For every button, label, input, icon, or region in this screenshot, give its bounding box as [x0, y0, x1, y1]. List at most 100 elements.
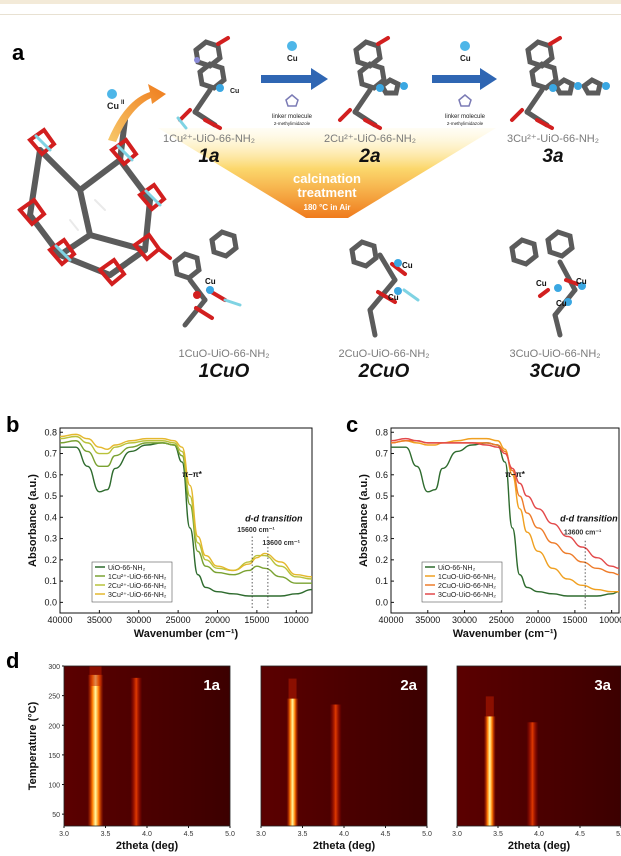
- linker-sublabel-2: 2-methylimidazole: [447, 121, 484, 126]
- oxide-code-2cuo: 2CuO: [358, 361, 410, 382]
- step-ion-label-2: Cu: [460, 54, 471, 63]
- series-line-c-0: [391, 442, 620, 597]
- x-tick-label-c: 35000: [415, 615, 440, 625]
- y-axis-label-d: Temperature (°C): [27, 701, 39, 790]
- x-tick-label-d: 3.5: [101, 831, 111, 838]
- linker-sublabel-1: 2-methylimidazole: [274, 121, 311, 126]
- x-tick-label-d: 5.0: [225, 831, 235, 838]
- x-tick-label-d: 4.5: [184, 831, 194, 838]
- y-tick-label-c: 0.1: [375, 576, 388, 586]
- structure-label-1a: 1Cu²⁺-UiO-66-NH₂: [163, 133, 255, 145]
- x-tick-label-d: 3.0: [256, 831, 266, 838]
- cu-label-3cuo-c: Cu: [556, 299, 567, 308]
- x-tick-label-d: 3.0: [452, 831, 462, 838]
- y-tick-label-c: 0.8: [375, 427, 388, 437]
- series-line-b-0: [60, 442, 313, 597]
- x-tick-label-b: 30000: [126, 615, 151, 625]
- linker-label-1: linker molecule: [272, 114, 313, 120]
- peak2-band: [329, 704, 342, 826]
- y-tick-label-c: 0.3: [375, 534, 388, 544]
- x-tick-label-b: 25000: [166, 615, 191, 625]
- y-tick-label-b: 0.0: [44, 597, 57, 607]
- peak1-band: [87, 674, 104, 826]
- heatmap-1a: 1a 3.0 3.5 4.0 4.5 5.0 2theta (deg) 50 100 150 200…: [27, 664, 235, 852]
- legend-entry: 3CuO-UiO-66-NH₂: [438, 592, 496, 599]
- series-line-c-3: [390, 437, 620, 570]
- y-tick-label-b: 0.1: [44, 576, 57, 586]
- dd-annotation-c: d-d transition: [560, 514, 618, 524]
- x-tick-label-d: 4.0: [142, 831, 152, 838]
- y-tick-label-d: 100: [48, 783, 60, 790]
- structure-1cuo-model: [158, 229, 242, 328]
- cu-ii-label-1a: Cu: [230, 88, 239, 95]
- heatmap-2a: 2a 3.0 3.5 4.0 4.5 5.0 2theta (deg): [256, 665, 432, 852]
- heatmap-tag: 2a: [400, 677, 417, 694]
- peak1-band: [286, 698, 299, 826]
- y-tick-label-c: 0.7: [375, 449, 388, 459]
- linker-icon-1: [285, 94, 299, 107]
- structure-2cuo-model: [349, 239, 420, 338]
- top-rule: [0, 14, 621, 15]
- calcination-funnel: [158, 128, 496, 218]
- calcination-line1: calcination: [293, 171, 361, 186]
- x-axis-label-d: 2theta (deg): [313, 840, 376, 852]
- x-tick-label-b: 40000: [47, 615, 72, 625]
- y-tick-label-d: 300: [48, 664, 60, 671]
- x-tick-label-b: 15000: [244, 615, 269, 625]
- dd-annotation-b: d-d transition: [245, 514, 303, 524]
- x-axis-label-d: 2theta (deg): [116, 840, 179, 852]
- x-tick-label-d: 4.0: [534, 831, 544, 838]
- y-tick-label-b: 0.3: [44, 534, 57, 544]
- legend-entry: 1CuO-UiO-66-NH₂: [438, 574, 496, 581]
- x-tick-label-d: 5.0: [616, 831, 621, 838]
- x-tick-label-c: 20000: [526, 615, 551, 625]
- cu-ion-sphere-2: [287, 41, 297, 51]
- blue-arrow-1: [261, 68, 328, 90]
- cu-label-3cuo-b: Cu: [536, 279, 547, 288]
- x-tick-label-c: 25000: [489, 615, 514, 625]
- x-axis-label-d: 2theta (deg): [508, 840, 571, 852]
- y-tick-label-b: 0.4: [44, 512, 57, 522]
- cu-ion-label: Cu: [107, 101, 119, 111]
- y-tick-label-b: 0.5: [44, 491, 57, 501]
- pi-annotation-b: π–π*: [182, 470, 203, 479]
- y-tick-label-b: 0.8: [44, 427, 57, 437]
- oxide-label-1cuo: 1CuO-UiO-66-NH₂: [178, 348, 269, 360]
- peak-annotation-c: 13600 cm⁻¹: [564, 529, 602, 536]
- legend-entry: 2Cu²⁺-UiO-66-NH₂: [108, 583, 167, 590]
- y-tick-label-d: 250: [48, 694, 60, 701]
- pi-annotation-c: π–π*: [505, 470, 526, 479]
- x-tick-label-d: 4.5: [575, 831, 585, 838]
- x-tick-label-d: 3.5: [298, 831, 308, 838]
- vt-xrd-heatmaps-d: 1a 3.0 3.5 4.0 4.5 5.0 2theta (deg) 50 100 150 200…: [27, 664, 621, 852]
- structure-3a-model: [510, 36, 610, 130]
- cu-label-2cuo-a: Cu: [402, 261, 413, 270]
- legend-entry: 3Cu²⁺-UiO-66-NH₂: [108, 592, 167, 599]
- peak2-band: [130, 677, 143, 826]
- peak2-annotation-b: 13600 cm⁻¹: [262, 540, 300, 547]
- legend-entry: 2CuO-UiO-66-NH₂: [438, 583, 496, 590]
- structure-3cuo-model: [509, 229, 586, 338]
- y-tick-label-d: 150: [48, 753, 60, 760]
- calcination-line2: treatment: [297, 185, 357, 200]
- y-axis-label-c: Absorbance (a.u.): [358, 474, 370, 567]
- x-tick-label-c: 10000: [599, 615, 621, 625]
- series-line-c-1: [390, 437, 619, 593]
- structure-code-1a: 1a: [198, 146, 220, 167]
- legend-entry: 1Cu²⁺-UiO-66-NH₂: [108, 574, 167, 581]
- series-line-b-2: [59, 435, 313, 580]
- peak1-fade: [89, 666, 102, 686]
- x-axis-label-b: Wavenumber (cm⁻¹): [134, 628, 239, 640]
- structure-code-2a: 2a: [358, 146, 381, 167]
- plot-frame-c: [390, 427, 620, 614]
- y-tick-label-c: 0.2: [375, 555, 388, 565]
- y-tick-label-b: 0.2: [44, 555, 57, 565]
- calcination-line3: 180 °C in Air: [304, 203, 351, 212]
- plot-frame-b: [59, 427, 313, 614]
- structure-label-3a: 3Cu²⁺-UiO-66-NH₂: [507, 133, 599, 145]
- cu-ion-sphere: [107, 89, 117, 99]
- peak2-band: [526, 722, 539, 826]
- x-tick-label-d: 5.0: [422, 831, 432, 838]
- uv-vis-chart-b: 40000 35000 30000 25000 20000 15000 10000 0.0 0.…: [27, 427, 313, 640]
